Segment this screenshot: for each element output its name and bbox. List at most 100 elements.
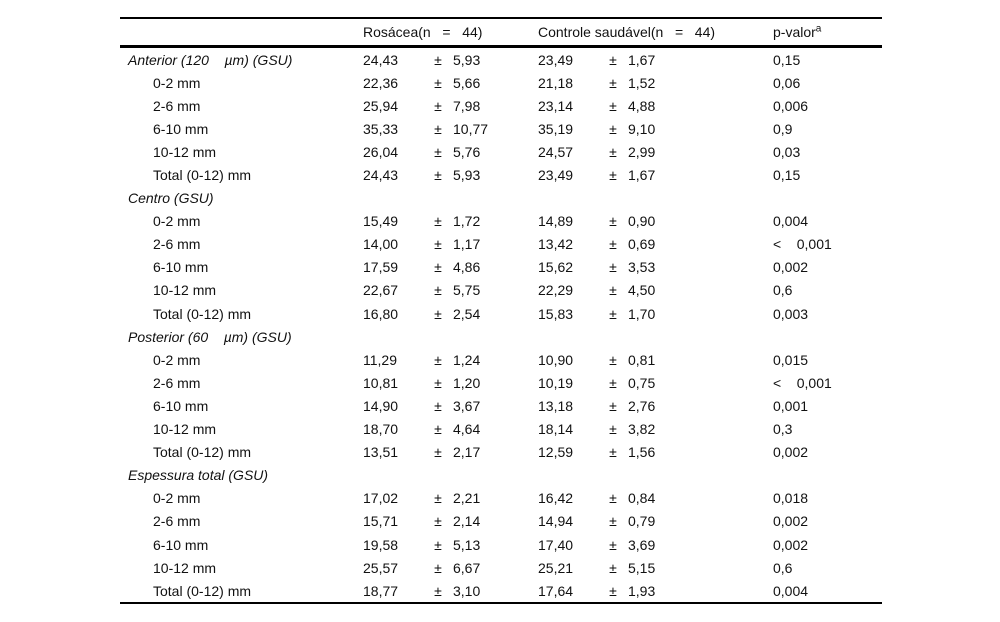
table-header-row: Rosácea(n = 44) Controle saudável(n = 44… xyxy=(120,19,882,45)
plus-minus-sign: ± xyxy=(609,421,617,438)
plus-minus-sign: ± xyxy=(609,97,617,114)
p-value: 0,002 xyxy=(773,513,809,530)
sd-controle: 1,70 xyxy=(628,305,656,322)
plus-minus-sign: ± xyxy=(609,282,617,299)
column-header-controle: Controle saudável(n = 44) xyxy=(538,24,716,40)
p-value: 0,15 xyxy=(773,167,801,184)
row-label: 0-2 mm xyxy=(153,74,201,91)
sd-controle: 0,84 xyxy=(628,490,656,507)
row-label: 2-6 mm xyxy=(153,513,201,530)
mean-controle: 35,19 xyxy=(538,120,574,137)
sd-rosacea: 2,21 xyxy=(453,490,481,507)
plus-minus-sign: ± xyxy=(609,490,617,507)
mean-controle: 10,19 xyxy=(538,374,574,391)
p-value: 0,001 xyxy=(773,397,809,414)
sd-rosacea: 6,67 xyxy=(453,559,481,576)
pvalor-footnote-marker: a xyxy=(815,23,822,35)
p-value: 0,006 xyxy=(773,97,809,114)
table-body: Anterior (120 µm) (GSU) 24,43 ±5,93 23,49 ±1… xyxy=(120,48,882,602)
plus-minus-sign: ± xyxy=(434,582,442,599)
mean-rosacea: 19,58 xyxy=(363,536,399,553)
mean-rosacea: 18,70 xyxy=(363,421,399,438)
table-row: Espessura total (GSU) xyxy=(120,464,882,487)
sd-controle: 0,90 xyxy=(628,213,656,230)
plus-minus-sign: ± xyxy=(609,305,617,322)
table-row: Posterior (60 µm) (GSU) xyxy=(120,325,882,348)
plus-minus-sign: ± xyxy=(609,582,617,599)
table-row: 0-2 mm 17,02 ±2,21 16,42 ±0,84 0,018 xyxy=(120,487,882,510)
row-label: 10-12 mm xyxy=(153,143,217,160)
plus-minus-sign: ± xyxy=(609,397,617,414)
plus-minus-sign: ± xyxy=(609,259,617,276)
p-value: 0,9 xyxy=(773,120,793,137)
row-label: 2-6 mm xyxy=(153,97,201,114)
mean-controle: 15,83 xyxy=(538,305,574,322)
table-row: 6-10 mm 17,59 ±4,86 15,62 ±3,53 0,002 xyxy=(120,256,882,279)
table-row: Total (0-12) mm 16,80 ±2,54 15,83 ±1,70 0,003 xyxy=(120,302,882,325)
mean-controle: 25,21 xyxy=(538,559,574,576)
sd-controle: 0,81 xyxy=(628,351,656,368)
plus-minus-sign: ± xyxy=(434,143,442,160)
sd-rosacea: 4,86 xyxy=(453,259,481,276)
sd-rosacea: 5,75 xyxy=(453,282,481,299)
plus-minus-sign: ± xyxy=(609,351,617,368)
sd-controle: 1,52 xyxy=(628,74,656,91)
plus-minus-sign: ± xyxy=(434,259,442,276)
mean-rosacea: 25,57 xyxy=(363,559,399,576)
plus-minus-sign: ± xyxy=(434,397,442,414)
sd-rosacea: 4,64 xyxy=(453,421,481,438)
sd-controle: 1,93 xyxy=(628,582,656,599)
mean-rosacea: 17,02 xyxy=(363,490,399,507)
mean-controle: 24,57 xyxy=(538,143,574,160)
sd-controle: 0,69 xyxy=(628,236,656,253)
table-row: Total (0-12) mm 18,77 ±3,10 17,64 ±1,93 0,004 xyxy=(120,579,882,602)
mean-rosacea: 15,71 xyxy=(363,513,399,530)
sd-rosacea: 7,98 xyxy=(453,97,481,114)
row-label: Total (0-12) mm xyxy=(153,167,252,184)
column-header-pvalor: p-valora xyxy=(773,24,882,40)
table-row: 6-10 mm 14,90 ±3,67 13,18 ±2,76 0,001 xyxy=(120,394,882,417)
sd-controle: 0,75 xyxy=(628,374,656,391)
plus-minus-sign: ± xyxy=(609,536,617,553)
sd-rosacea: 3,10 xyxy=(453,582,481,599)
row-label: 2-6 mm xyxy=(153,236,201,253)
mean-rosacea: 13,51 xyxy=(363,444,399,461)
sd-controle: 1,67 xyxy=(628,51,656,68)
row-label: 6-10 mm xyxy=(153,259,209,276)
plus-minus-sign: ± xyxy=(434,490,442,507)
sd-controle: 2,76 xyxy=(628,397,656,414)
p-value: 0,004 xyxy=(773,213,809,230)
row-label: Espessura total (GSU) xyxy=(128,467,269,484)
sd-rosacea: 1,24 xyxy=(453,351,481,368)
plus-minus-sign: ± xyxy=(434,536,442,553)
plus-minus-sign: ± xyxy=(609,513,617,530)
mean-controle: 14,89 xyxy=(538,213,574,230)
table-row: Centro (GSU) xyxy=(120,187,882,210)
sd-controle: 5,15 xyxy=(628,559,656,576)
sd-rosacea: 1,17 xyxy=(453,236,481,253)
p-value: 0,06 xyxy=(773,74,801,91)
plus-minus-sign: ± xyxy=(434,282,442,299)
row-label: Total (0-12) mm xyxy=(153,444,252,461)
p-value: 0,15 xyxy=(773,51,801,68)
table-row: Total (0-12) mm 24,43 ±5,93 23,49 ±1,67 0,15 xyxy=(120,163,882,186)
mean-rosacea: 22,36 xyxy=(363,74,399,91)
p-value: < 0,001 xyxy=(773,374,832,391)
sd-rosacea: 5,93 xyxy=(453,167,481,184)
p-value: 0,002 xyxy=(773,259,809,276)
plus-minus-sign: ± xyxy=(609,213,617,230)
p-value: 0,6 xyxy=(773,559,793,576)
p-value: 0,002 xyxy=(773,536,809,553)
mean-controle: 15,62 xyxy=(538,259,574,276)
plus-minus-sign: ± xyxy=(434,120,442,137)
sd-rosacea: 2,54 xyxy=(453,305,481,322)
plus-minus-sign: ± xyxy=(434,305,442,322)
plus-minus-sign: ± xyxy=(609,74,617,91)
plus-minus-sign: ± xyxy=(434,213,442,230)
mean-controle: 10,90 xyxy=(538,351,574,368)
sd-rosacea: 5,13 xyxy=(453,536,481,553)
mean-controle: 13,42 xyxy=(538,236,574,253)
p-value: 0,6 xyxy=(773,282,793,299)
row-label: 0-2 mm xyxy=(153,490,201,507)
